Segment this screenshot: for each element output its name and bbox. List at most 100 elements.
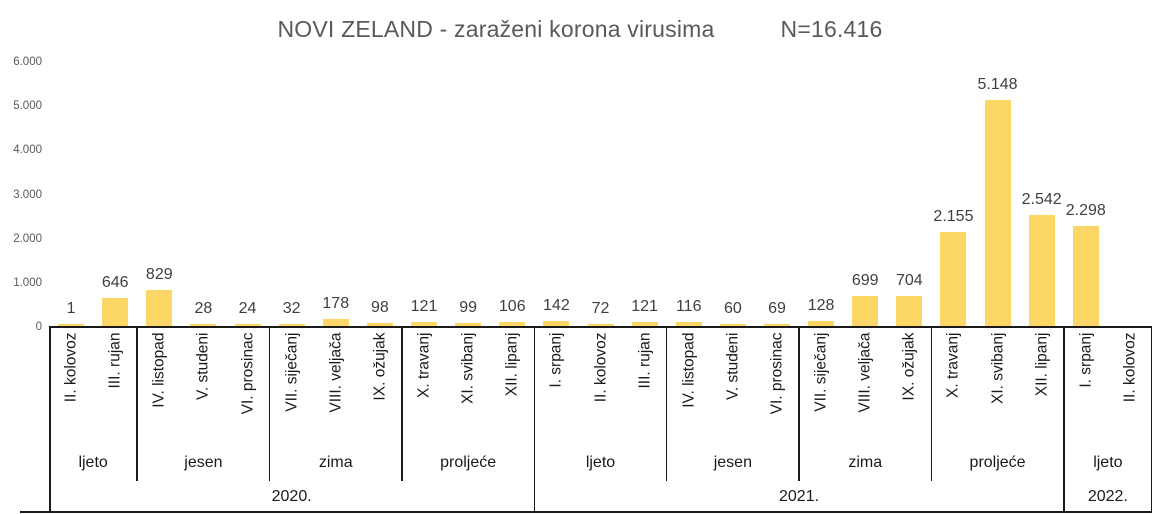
x-axis-month-label: XI. svibanj xyxy=(989,332,1007,405)
season-divider-line xyxy=(136,327,138,481)
y-axis-tick-label: 4.000 xyxy=(13,144,42,157)
bar xyxy=(411,321,438,327)
y-axis-tick-label: 3.000 xyxy=(13,188,42,201)
bar xyxy=(58,324,85,327)
bar xyxy=(1072,225,1099,327)
bar xyxy=(719,324,746,327)
bar xyxy=(852,296,879,327)
bar-value-label: 72 xyxy=(591,299,610,317)
y-axis-tick-label: 5.000 xyxy=(13,100,42,113)
label-table-left-border xyxy=(49,327,51,511)
bar xyxy=(940,231,967,327)
bar xyxy=(808,321,835,327)
x-axis-month-label: III. rujan xyxy=(106,332,124,389)
x-axis-month-label: II. kolovoz xyxy=(592,332,609,403)
x-axis-line xyxy=(49,326,1152,328)
y-axis-tick-label: 6.000 xyxy=(13,56,42,68)
x-axis-month-label: VIII. veljača xyxy=(327,332,345,413)
label-table-right-border xyxy=(1150,327,1152,511)
bar-value-label: 1 xyxy=(66,300,76,317)
bar xyxy=(366,322,393,327)
bar-value-label: 5.148 xyxy=(977,75,1018,93)
x-axis-month-label: I. srpanj xyxy=(547,332,565,388)
x-axis-month-label: VI. prosinac xyxy=(768,332,786,415)
bar-value-label: 106 xyxy=(498,298,526,316)
chart-title: NOVI ZELAND - zaraženi korona virusima xyxy=(277,16,715,42)
season-group-label: zima xyxy=(848,454,883,471)
year-group-label: 2021. xyxy=(779,488,820,505)
bar xyxy=(234,324,261,327)
season-group-label: ljeto xyxy=(585,454,616,471)
bar xyxy=(190,324,217,327)
bar-value-label: 98 xyxy=(370,298,389,316)
bar-value-label: 2.298 xyxy=(1065,201,1106,219)
x-axis-month-label: X. travanj xyxy=(944,332,962,398)
bar-value-label: 116 xyxy=(675,297,702,315)
bar-value-label: 28 xyxy=(194,300,213,317)
bar xyxy=(278,324,305,327)
x-axis-month-label: V. studeni xyxy=(724,332,742,401)
bar-value-label: 121 xyxy=(631,297,658,315)
x-axis-month-label: II. kolovoz xyxy=(62,332,80,403)
season-group-label: ljeto xyxy=(1093,454,1123,471)
x-axis-month-label: V. studeni xyxy=(194,332,212,401)
bar-value-label: 128 xyxy=(807,297,835,315)
y-axis-tick-label: 1.000 xyxy=(13,276,42,289)
x-axis-month-label: X. travanj xyxy=(415,332,433,398)
y-axis-tick-label: 0 xyxy=(35,321,42,333)
season-group-label: proljeće xyxy=(969,454,1026,471)
bar-value-label: 69 xyxy=(768,299,786,317)
bar-value-label: 829 xyxy=(145,266,173,284)
season-divider-line xyxy=(268,327,271,481)
bar xyxy=(984,99,1011,327)
season-group-label: jesen xyxy=(184,454,223,471)
x-axis-month-label: XII. lipanj xyxy=(1033,332,1051,397)
x-axis-month-label: VII. siječanj xyxy=(283,332,301,412)
season-group-label: jesen xyxy=(713,454,752,471)
x-axis-month-label: IV. listopad xyxy=(150,332,168,408)
x-axis-month-label: IX. ožujak xyxy=(371,332,389,401)
season-divider-line xyxy=(401,327,403,481)
x-axis-month-label: VIII. veljača xyxy=(856,332,874,413)
bar xyxy=(763,323,790,327)
season-group-label: zima xyxy=(318,454,353,471)
x-axis-month-label: XI. svibanj xyxy=(459,332,477,405)
x-axis-month-label: VII. siječanj xyxy=(812,332,830,412)
bar-value-label: 142 xyxy=(543,296,570,314)
x-axis-month-label: I. srpanj xyxy=(1077,332,1095,388)
x-axis-month-label: VI. prosinac xyxy=(239,332,257,415)
bar xyxy=(102,298,129,327)
season-group-label: proljeće xyxy=(440,454,497,471)
season-divider-line xyxy=(930,327,933,481)
bar-value-label: 646 xyxy=(101,274,129,292)
season-divider-line xyxy=(665,327,668,481)
bar-value-label: 699 xyxy=(851,272,879,290)
bar xyxy=(146,290,173,327)
bar xyxy=(499,322,526,327)
bar xyxy=(455,322,482,327)
year-divider-line xyxy=(1063,327,1065,511)
bar-value-label: 2.542 xyxy=(1021,190,1062,208)
x-axis-month-label: II. kolovoz xyxy=(1121,332,1139,403)
bar xyxy=(896,295,923,327)
bar xyxy=(631,321,658,327)
year-group-label: 2022. xyxy=(1087,488,1128,505)
year-divider-line xyxy=(533,327,536,511)
bar xyxy=(1028,214,1055,327)
x-axis-month-label: IV. listopad xyxy=(680,332,698,408)
bar xyxy=(543,320,570,327)
bar-value-label: 60 xyxy=(723,300,742,317)
bar-value-label: 2.155 xyxy=(933,207,974,225)
bar xyxy=(675,321,702,327)
year-group-label: 2020. xyxy=(271,488,312,505)
bar-value-label: 121 xyxy=(410,297,438,315)
chart-n-total: N=16.416 xyxy=(780,16,883,42)
season-divider-line xyxy=(798,327,800,481)
bar-value-label: 178 xyxy=(322,295,350,313)
y-axis-tick-label: 2.000 xyxy=(13,232,42,245)
bar-value-label: 24 xyxy=(238,300,257,317)
bar-value-label: 704 xyxy=(895,271,923,289)
bar-value-label: 99 xyxy=(459,298,478,316)
x-axis-month-label: III. rujan xyxy=(636,332,654,389)
